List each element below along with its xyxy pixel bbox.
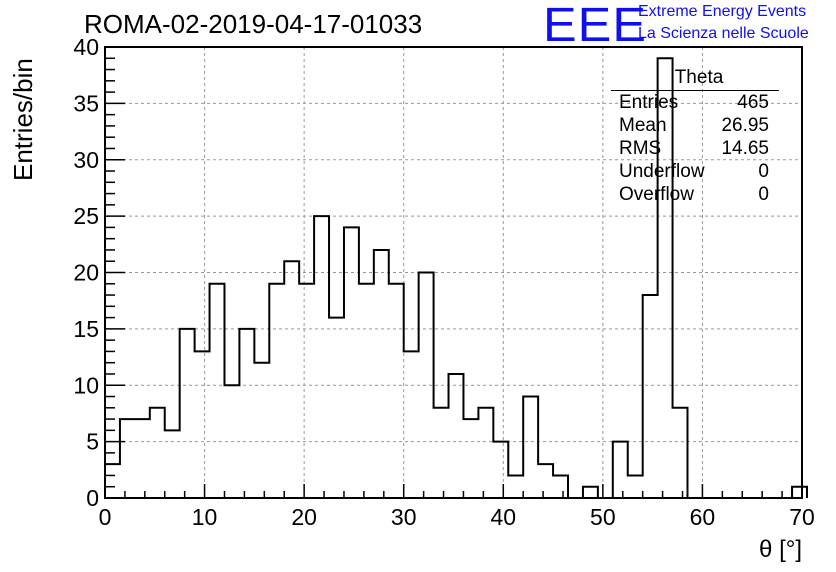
y-tick-label: 40	[73, 34, 99, 60]
stats-value: 0	[758, 184, 769, 205]
x-tick-label: 10	[192, 504, 218, 530]
y-tick-label: 10	[73, 372, 99, 398]
stats-row-rms: RMS 14.65	[611, 137, 779, 160]
stats-label: Underflow	[619, 161, 705, 182]
histogram-step-line	[104, 57, 808, 499]
y-tick-label: 25	[73, 203, 99, 229]
run-title: ROMA-02-2019-04-17-01033	[84, 9, 423, 39]
stats-value: 0	[758, 161, 769, 182]
x-tick-label: 50	[590, 504, 616, 530]
y-tick-label: 5	[86, 429, 99, 455]
y-tick-label: 30	[73, 147, 99, 173]
stats-box: Theta Entries 465 Mean 26.95 RMS 14.65 U…	[611, 66, 779, 206]
stats-row-underflow: Underflow 0	[611, 160, 779, 183]
stats-label: Mean	[619, 115, 667, 136]
x-tick-label: 30	[391, 504, 417, 530]
stats-row-entries: Entries 465	[611, 91, 779, 114]
stats-row-mean: Mean 26.95	[611, 114, 779, 137]
stats-row-overflow: Overflow 0	[611, 183, 779, 206]
y-axis-label: Entries/bin	[8, 58, 38, 181]
stats-title: Theta	[611, 66, 779, 91]
stats-label: Overflow	[619, 184, 694, 205]
y-tick-label: 35	[73, 90, 99, 116]
x-tick-label: 70	[789, 504, 815, 530]
y-tick-label: 20	[73, 260, 99, 286]
stats-label: RMS	[619, 138, 662, 159]
stats-value: 465	[737, 92, 769, 113]
x-tick-label: 20	[291, 504, 317, 530]
grid-lines	[105, 47, 802, 498]
stats-label: Entries	[619, 92, 679, 113]
stats-value: 14.65	[721, 138, 769, 159]
stats-value: 26.95	[721, 115, 769, 136]
x-axis-label: θ [°]	[759, 536, 802, 563]
y-tick-label: 15	[73, 316, 99, 342]
y-axis-ticks: 0 5 10 15 20 25 30 35 40	[73, 34, 125, 511]
y-tick-label: 0	[86, 485, 99, 511]
logo-line-1: Extreme Energy Events	[638, 3, 807, 20]
x-tick-label: 60	[690, 504, 716, 530]
logo-line-2: La Scienza nelle Scuole	[638, 25, 809, 42]
eee-logo: EEE	[543, 0, 647, 52]
x-tick-label: 40	[490, 504, 516, 530]
x-axis-ticks: 0 10 20 30 40 50 60 70	[99, 484, 815, 530]
x-tick-label: 0	[99, 504, 112, 530]
